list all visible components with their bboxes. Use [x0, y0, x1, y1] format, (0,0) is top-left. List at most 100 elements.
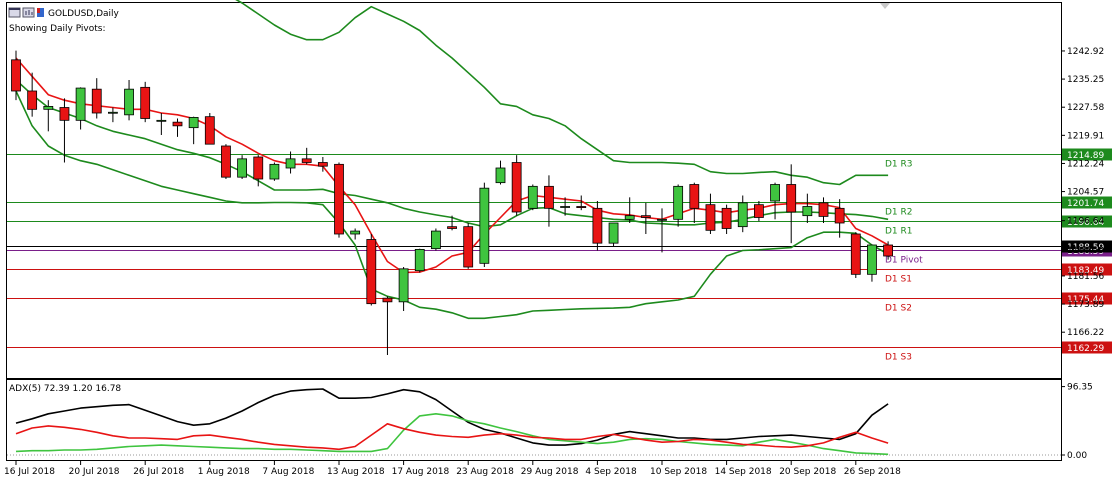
candle-body: [301, 158, 312, 163]
adx-series-di: [15, 422, 889, 451]
candle-body: [770, 184, 780, 202]
time-tick-label: 26 Jul 2018: [133, 467, 184, 477]
candle-body: [317, 162, 328, 167]
time-tick-label: 10 Sep 2018: [650, 467, 707, 477]
candle-body: [91, 88, 102, 114]
pivot-levels: D1 R3 1214.89 D1 R2 1201.74 D1 R1 1196.64 D1 P…: [7, 148, 1112, 363]
price-axis: 1242.92 1235.25 1227.58 1219.91 1212.24 1204.…: [1061, 47, 1104, 338]
candle-body: [269, 163, 280, 180]
candle-body: [786, 184, 797, 213]
candle-body: [398, 268, 409, 303]
candle-body: [608, 222, 619, 244]
pivot-price-badge: [1062, 148, 1112, 161]
candle-body: [624, 215, 635, 220]
header: GOLDUSD,Daily Showing Daily Pivots:: [8, 7, 120, 34]
price-tick-label: 1212.24: [1067, 159, 1104, 169]
candle-body: [188, 117, 199, 129]
time-tick-label: 13 Aug 2018: [327, 467, 385, 477]
pivot-label: D1 S3: [885, 353, 912, 363]
current-price-badge: [1062, 240, 1112, 253]
candle-body: [883, 244, 893, 257]
adx-panel: ADX(5) 72.39 1.20 16.78 96.35 0.00: [7, 383, 1093, 461]
candle-body: [75, 87, 86, 121]
candle-body: [285, 158, 296, 169]
price-tick-label: 1204.57: [1067, 188, 1104, 198]
time-axis: 16 Jul 2018 20 Jul 2018 26 Jul 2018 1 Aug 2…: [4, 461, 901, 477]
pivot-label: D1 R1: [885, 227, 913, 237]
candle-body: [253, 156, 264, 180]
pivot-price-badge: [1062, 292, 1112, 305]
price-tick-label: 1173.89: [1067, 300, 1104, 310]
pivot-label: D1 Pivot: [885, 256, 923, 266]
pivot-price-value: 1214.89: [1067, 151, 1104, 161]
candle-body: [334, 163, 344, 235]
bar-chart-icon[interactable]: [22, 7, 35, 18]
candle-body: [204, 116, 215, 145]
candle-body: [802, 206, 813, 217]
adx-series-di: [15, 412, 889, 456]
pivot-price-value: 1162.29: [1067, 344, 1104, 354]
candle-body: [544, 185, 554, 209]
candle-body: [867, 244, 877, 275]
price-tick-label: 1196.64: [1067, 217, 1104, 227]
symbol-title: GOLDUSD,Daily: [48, 9, 120, 19]
candle-body: [414, 248, 425, 272]
bollinger-upper-line: [235, 0, 889, 186]
candle-body: [640, 215, 651, 218]
bollinger-lower-line: [15, 90, 889, 320]
pivot-label: D1 S2: [885, 304, 912, 314]
candle-body: [124, 88, 134, 116]
price-tick-label: 1181.56: [1067, 272, 1104, 282]
time-tick-label: 17 Aug 2018: [392, 467, 450, 477]
pivot-price-value: 1175.44: [1067, 295, 1104, 305]
pivot-label: D1 R3: [885, 160, 913, 170]
time-tick-label: 20 Jul 2018: [69, 467, 120, 477]
adx-tick-label: 0.00: [1067, 451, 1087, 461]
candle-body: [592, 207, 603, 244]
candle-body: [140, 86, 151, 119]
candle-body: [463, 226, 474, 268]
price-tick-label: 1235.25: [1067, 75, 1104, 85]
pivot-label: D1 R2: [885, 208, 913, 218]
candle-body: [430, 230, 441, 250]
shift-marker-icon[interactable]: [880, 3, 890, 9]
candle-body: [382, 297, 393, 303]
candle-body: [527, 185, 538, 209]
candle-body: [447, 226, 457, 229]
candle-body: [350, 230, 361, 235]
candle-body: [511, 162, 522, 213]
candles: [11, 50, 893, 355]
price-tick-label: 1188.59: [1067, 246, 1104, 256]
candle-body: [11, 59, 21, 92]
candle-body: [366, 239, 377, 305]
candle-body: [673, 185, 684, 220]
time-tick-label: 23 Aug 2018: [456, 467, 514, 477]
candle-body: [172, 121, 183, 127]
candle-body: [560, 206, 570, 208]
candle-body: [479, 187, 490, 264]
adx-title: ADX(5) 72.39 1.20 16.78: [9, 384, 121, 394]
candle-body: [818, 202, 829, 217]
current-price-value: 1188.59: [1067, 243, 1104, 253]
candle-body: [834, 207, 845, 224]
candle-body: [27, 90, 38, 110]
time-tick-label: 16 Jul 2018: [4, 467, 55, 477]
time-tick-label: 4 Sep 2018: [585, 467, 637, 477]
candle-body: [108, 111, 118, 114]
candle-body: [850, 233, 861, 275]
candle-body: [221, 145, 231, 178]
pivot-price-value: 1196.64: [1067, 218, 1104, 228]
adx-plot-frame: [6, 379, 1062, 461]
candle-body: [59, 107, 70, 121]
candle-body: [737, 202, 748, 228]
time-tick-label: 1 Aug 2018: [198, 467, 250, 477]
candle-body: [237, 158, 248, 178]
price-tick-label: 1219.91: [1067, 131, 1104, 141]
flag-icon[interactable]: [37, 8, 44, 17]
window-restore-icon[interactable]: [8, 7, 21, 18]
pivot-price-value: 1201.74: [1067, 199, 1104, 209]
pivot-price-badge: [1062, 196, 1112, 209]
adx-series-adx: [15, 388, 889, 446]
candle-body: [576, 206, 587, 208]
